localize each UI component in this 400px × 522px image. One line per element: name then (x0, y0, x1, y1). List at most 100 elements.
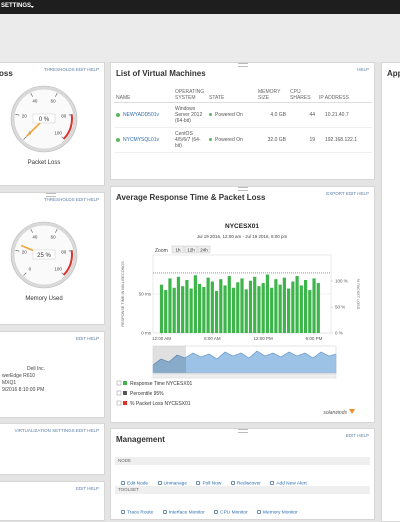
panel-links[interactable]: THRESHOLDS EDIT HELP (43, 197, 99, 202)
gauge-tick-label: 20 (22, 249, 28, 254)
toolset-actions: Trace Route Interface Monitor CPU Monito… (121, 500, 303, 518)
action-label[interactable]: Trace Route (127, 510, 154, 515)
bar (261, 283, 265, 333)
vm-name[interactable]: NEWYADD501v (123, 112, 160, 118)
action-label[interactable]: Interface Monitor (168, 510, 205, 515)
bar (312, 278, 316, 333)
drag-handle (237, 63, 248, 67)
cell: Powered On (215, 112, 243, 118)
menu[interactable]: SETTINGS (1, 3, 32, 9)
gauge-value-box (32, 249, 56, 260)
bar (202, 286, 206, 333)
panel-links[interactable]: EDIT HELP (75, 336, 99, 341)
gauge-value-box (32, 113, 56, 124)
panel-links[interactable]: HELP (357, 67, 369, 72)
panel-title: List of Virtual Machines (116, 69, 206, 78)
panel-links[interactable]: VIRTUALIZATION SETTINGS EDIT HELP (14, 428, 99, 433)
zoom-button[interactable] (184, 245, 198, 254)
chart-subtitle: Jul 19 2016, 12:00 am - Jul 19 2016, 8:0… (197, 234, 288, 239)
bar (291, 281, 295, 333)
legend-checkbox[interactable] (116, 380, 122, 386)
action-label[interactable]: Unmanage (163, 481, 187, 486)
packet-loss-panel: oss THRESHOLDS EDIT HELP 0204060801000 %… (0, 62, 105, 186)
zoom-button[interactable] (171, 245, 185, 254)
action-label[interactable]: Memory Monitor (263, 510, 298, 515)
vm-table: NAME OPERATING SYSTEM STATE MEMORY SIZE … (114, 88, 372, 153)
detail-line: Dell Inc. (27, 366, 46, 372)
chart-title: NYCESX01 (225, 223, 259, 230)
bar (282, 277, 286, 333)
cell: CentOS 4/5/6/7 (64-bit) (173, 127, 207, 153)
bar (219, 279, 223, 333)
bar (244, 289, 248, 333)
brand-icon (349, 409, 355, 414)
bar (295, 276, 299, 333)
action-label[interactable]: Add New Alert (276, 481, 307, 486)
gauge: 0204060801000 %Packet Loss (10, 85, 78, 166)
navigator-area (152, 350, 337, 374)
y-tick-label: 50 ms (139, 292, 152, 297)
bar (278, 284, 282, 333)
y2-tick-label: 100 % (335, 279, 348, 284)
bar (240, 278, 244, 333)
bar (274, 279, 278, 333)
navigator-frame (152, 345, 337, 374)
action-label[interactable]: Poll Now (202, 481, 222, 486)
panel-links[interactable]: EDIT HELP (75, 486, 99, 491)
y2-tick-label: 50 % (335, 305, 345, 310)
cell: 10.21.40.7 (317, 102, 372, 128)
chart-panel: NYCESX01 Jul 19 2016, 12:00 am - Jul 19 2… (110, 186, 375, 423)
action-label[interactable]: Rediscover (236, 481, 261, 486)
action-label[interactable]: CPU Monitor (220, 510, 248, 515)
zoom-button-label: 24h (200, 248, 208, 253)
panel-links[interactable]: EXPORT EDIT HELP (326, 191, 369, 196)
bar (189, 288, 193, 333)
y-axis-label: RESPONSE TIME IN MILLISECONDS (121, 261, 125, 327)
action[interactable]: Memory Monitor (257, 509, 298, 515)
action[interactable]: Trace Route (121, 509, 154, 515)
bar (185, 279, 189, 333)
panel-links[interactable]: THRESHOLDS EDIT HELP (43, 67, 99, 72)
y-tick-label: 0 ms (141, 331, 152, 336)
chart: NYCESX01 Jul 19 2016, 12:00 am - Jul 19 2… (116, 223, 360, 416)
detail-line: 9/2016 8:10:00 PM (2, 387, 45, 393)
gauge-tick (15, 114, 20, 116)
panel-links[interactable]: EDIT HELP (345, 433, 369, 438)
gauge-tick (61, 272, 65, 276)
bar (223, 285, 227, 333)
navigator-mask (153, 346, 186, 373)
action[interactable]: Poll Now (196, 480, 222, 486)
bar (299, 285, 303, 333)
gauge-tick-label: 60 (51, 235, 57, 240)
legend-checkbox[interactable] (116, 390, 122, 396)
bar (308, 290, 312, 333)
legend-checkbox[interactable] (116, 400, 122, 406)
zoom-button[interactable] (197, 245, 211, 254)
details-panel: EDIT HELP Dell Inc. werEdge R610 MXQ1 9/… (0, 331, 105, 418)
action[interactable]: Edit Node (121, 480, 149, 486)
detail-line: werEdge R610 (2, 373, 36, 379)
action-label[interactable]: Edit Node (127, 481, 149, 486)
zoom-button-label: 12h (187, 248, 195, 253)
action[interactable]: CPU Monitor (214, 509, 248, 515)
col-header: IP ADDRESS (317, 88, 372, 103)
bar (253, 276, 257, 333)
details: Dell Inc. werEdge R610 MXQ1 9/2016 8:10:… (2, 366, 45, 394)
vm-name[interactable]: NYCMYSQL01v (123, 137, 160, 143)
gauge-tick-label: 40 (32, 99, 38, 104)
cell: 192.168.122.1 (317, 127, 372, 153)
header-band (0, 14, 400, 62)
detail-line: MXQ1 (2, 380, 17, 386)
scrollbar[interactable] (152, 373, 337, 379)
bar (214, 290, 219, 333)
bar (227, 276, 231, 333)
action[interactable]: Add New Alert (270, 480, 307, 486)
action[interactable]: Rediscover (230, 480, 261, 486)
cell: Powered On (215, 137, 243, 143)
panel-title: App (387, 69, 400, 78)
bar (265, 274, 270, 333)
action[interactable]: Unmanage (157, 480, 187, 486)
bar (159, 284, 164, 333)
gauge-tick-label: 80 (61, 113, 67, 118)
action[interactable]: Interface Monitor (162, 509, 205, 515)
